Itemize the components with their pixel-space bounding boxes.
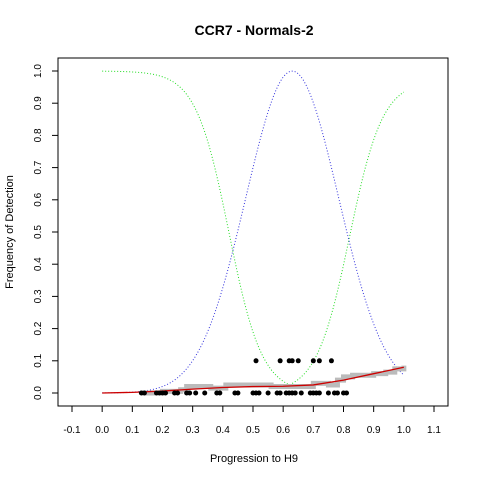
x-axis-label: Progression to H9 [210,453,298,465]
green-curve-right [291,91,405,384]
data-point [265,390,271,396]
reference-curves [102,70,405,394]
data-layer [102,358,407,396]
data-point [202,390,208,396]
data-point [277,390,283,396]
data-point [289,358,295,364]
data-point [310,358,316,364]
green-curve-left [102,70,293,387]
y-tick-label: 0.1 [33,353,44,367]
y-tick-label: 0.7 [33,160,44,174]
x-tick-label: 1.0 [397,425,411,436]
gray-step-series [141,365,407,396]
chart-title: CCR7 - Normals-2 [194,22,313,38]
data-point [325,390,331,396]
y-tick-label: 0.3 [33,289,44,303]
y-tick-label: 0.6 [33,192,44,206]
data-point [163,390,169,396]
x-tick-label: 0.6 [276,425,290,436]
data-point [141,390,147,396]
data-point [256,390,262,396]
y-tick-label: 0.8 [33,128,44,142]
x-tick-label: 0.7 [306,425,320,436]
x-tick-label: 0.9 [367,425,381,436]
data-point [187,390,193,396]
data-point [193,390,199,396]
data-point [344,390,350,396]
y-axis-label: Frequency of Detection [4,175,16,289]
x-tick-label: 1.1 [427,425,441,436]
data-point [277,358,283,364]
data-point [295,358,301,364]
plot-frame [57,57,449,407]
data-point [235,390,241,396]
y-tick-label: 0.4 [33,257,44,271]
x-axis: -0.1 0.0 0.1 0.2 0.3 0.4 0.5 0.6 0.7 0.8 0.9 1.0 1.1 [63,406,441,436]
y-tick-label: 0.0 [33,386,44,400]
data-point [253,358,259,364]
data-point [175,390,181,396]
data-point [328,358,334,364]
data-point [217,390,223,396]
x-tick-label: 0.5 [246,425,260,436]
y-tick-label: 0.9 [33,96,44,110]
x-tick-label: 0.4 [216,425,230,436]
data-point [334,390,340,396]
y-tick-label: 0.5 [33,225,44,239]
x-tick-label: 0.8 [337,425,351,436]
data-point [316,358,322,364]
data-point [292,390,298,396]
y-axis: 0.0 0.1 0.2 0.3 0.4 0.5 0.6 0.7 0.8 0.9 1.0 [33,64,58,400]
blue-curve [102,70,405,394]
x-tick-label: 0.2 [156,425,170,436]
x-tick-label: -0.1 [63,425,81,436]
data-point [298,390,304,396]
y-tick-label: 1.0 [33,64,44,78]
data-point [316,390,322,396]
y-tick-label: 0.2 [33,321,44,335]
red-fit-line [102,366,404,394]
x-tick-label: 0.0 [95,425,109,436]
x-tick-label: 0.1 [125,425,139,436]
x-tick-label: 0.3 [186,425,200,436]
